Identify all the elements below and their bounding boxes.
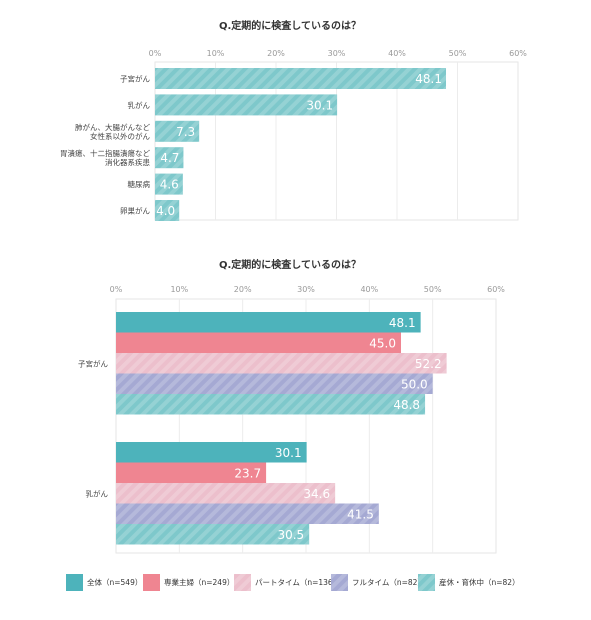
- legend-swatch: [66, 574, 83, 591]
- bar: [116, 442, 307, 463]
- x-tick-label: 0%: [149, 49, 162, 58]
- chart-2-title: Q.定期的に検査しているのは？: [219, 258, 361, 271]
- x-tick-label: 50%: [449, 49, 467, 58]
- x-tick-label: 10%: [170, 285, 188, 294]
- chart-1-x-axis: 0% 10% 20% 30% 40% 50% 60%: [149, 49, 528, 58]
- bar-value-label: 4.6: [160, 178, 179, 192]
- x-tick-label: 60%: [509, 49, 527, 58]
- bar-value-label: 4.0: [156, 204, 175, 218]
- legend-swatch-stripe: [331, 574, 348, 591]
- legend-swatch-stripe: [234, 574, 251, 591]
- bar-value-label: 48.8: [393, 398, 420, 412]
- legend-label: パートタイム（n=136）: [255, 578, 340, 587]
- category-label: 子宮がん: [78, 358, 108, 368]
- x-tick-label: 50%: [424, 285, 442, 294]
- bar-value-label: 48.1: [415, 72, 442, 86]
- chart-1-title: Q.定期的に検査しているのは？: [219, 19, 361, 32]
- category-label: 消化器系疾患: [105, 157, 150, 167]
- x-tick-label: 10%: [207, 49, 225, 58]
- bar-value-label: 50.0: [401, 377, 428, 391]
- category-label: 乳がん: [86, 488, 109, 498]
- legend-label: 専業主婦（n=249）: [164, 577, 234, 587]
- bar-stripe: [116, 503, 379, 524]
- chart-2: Q.定期的に検査しているのは？ 0% 10% 20% 30% 40% 50% 60% 48.…: [66, 258, 520, 591]
- legend-swatch: [143, 574, 160, 591]
- x-tick-label: 60%: [487, 285, 505, 294]
- bar-stripe: [116, 353, 447, 374]
- chart-2-x-axis: 0% 10% 20% 30% 40% 50% 60%: [110, 285, 506, 294]
- category-label: 胃潰瘍、十二指腸潰瘍など: [60, 148, 150, 158]
- x-tick-label: 40%: [388, 49, 406, 58]
- x-tick-label: 20%: [267, 49, 285, 58]
- bar-value-label: 23.7: [234, 466, 261, 480]
- chart-2-bars: 48.1 45.0 52.2 50.0 48.8 30.1 23.7 34.6 41.5 30.5: [116, 312, 447, 545]
- x-tick-label: 30%: [297, 285, 315, 294]
- bar-value-label: 4.7: [160, 151, 179, 165]
- category-label: 乳がん: [128, 100, 151, 110]
- bar-value-label: 30.1: [306, 98, 333, 112]
- bar-value-label: 52.2: [415, 357, 442, 371]
- category-label: 肺がん、大腸がんなど: [75, 122, 150, 132]
- bar-value-label: 41.5: [347, 507, 374, 521]
- bar-stripe: [155, 200, 180, 221]
- x-tick-label: 20%: [234, 285, 252, 294]
- bar-stripe: [116, 373, 433, 394]
- bar-value-label: 30.1: [275, 446, 302, 460]
- bar-stripe: [116, 394, 426, 415]
- chart-1-bars: 48.1 30.1 7.3 4.7 4.6 4.0: [155, 68, 447, 221]
- chart-1: Q.定期的に検査しているのは？ 0% 10% 20% 30% 40% 50% 60% 48.…: [60, 19, 527, 221]
- category-label: 子宮がん: [120, 74, 150, 84]
- bar-stripe: [155, 68, 447, 89]
- legend-label: 全体（n=549）: [87, 577, 142, 587]
- bar-stripe: [116, 524, 310, 545]
- legend-label: フルタイム（n=82）: [352, 578, 425, 587]
- bar: [116, 312, 421, 333]
- bar-stripe: [155, 120, 200, 142]
- chart-1-y-axis: 子宮がん乳がん肺がん、大腸がんなど女性系以外のがん胃潰瘍、十二指腸潰瘍など消化器…: [60, 74, 150, 216]
- category-label: 卵巣がん: [120, 206, 150, 216]
- legend-swatch-stripe: [418, 574, 435, 591]
- category-label: 糖尿病: [128, 179, 151, 189]
- bar-stripe: [155, 147, 184, 169]
- x-tick-label: 40%: [360, 285, 378, 294]
- bar-value-label: 7.3: [176, 125, 195, 139]
- bar-stripe: [116, 483, 336, 504]
- bar-value-label: 34.6: [303, 487, 330, 501]
- bar: [116, 332, 401, 353]
- category-label: 女性系以外のがん: [90, 131, 150, 141]
- bar: [116, 462, 267, 483]
- chart-2-legend: 全体（n=549） 専業主婦（n=249） パートタイム（n=136） フルタイム（n…: [66, 574, 520, 591]
- x-tick-label: 0%: [110, 285, 123, 294]
- bar-stripe: [155, 94, 338, 116]
- x-tick-label: 30%: [328, 49, 346, 58]
- legend-label: 産休・育休中（n=82）: [439, 577, 520, 587]
- bar-value-label: 48.1: [389, 316, 416, 330]
- bar-stripe: [155, 173, 183, 195]
- bar-value-label: 30.5: [277, 528, 304, 542]
- bar-value-label: 45.0: [369, 336, 396, 350]
